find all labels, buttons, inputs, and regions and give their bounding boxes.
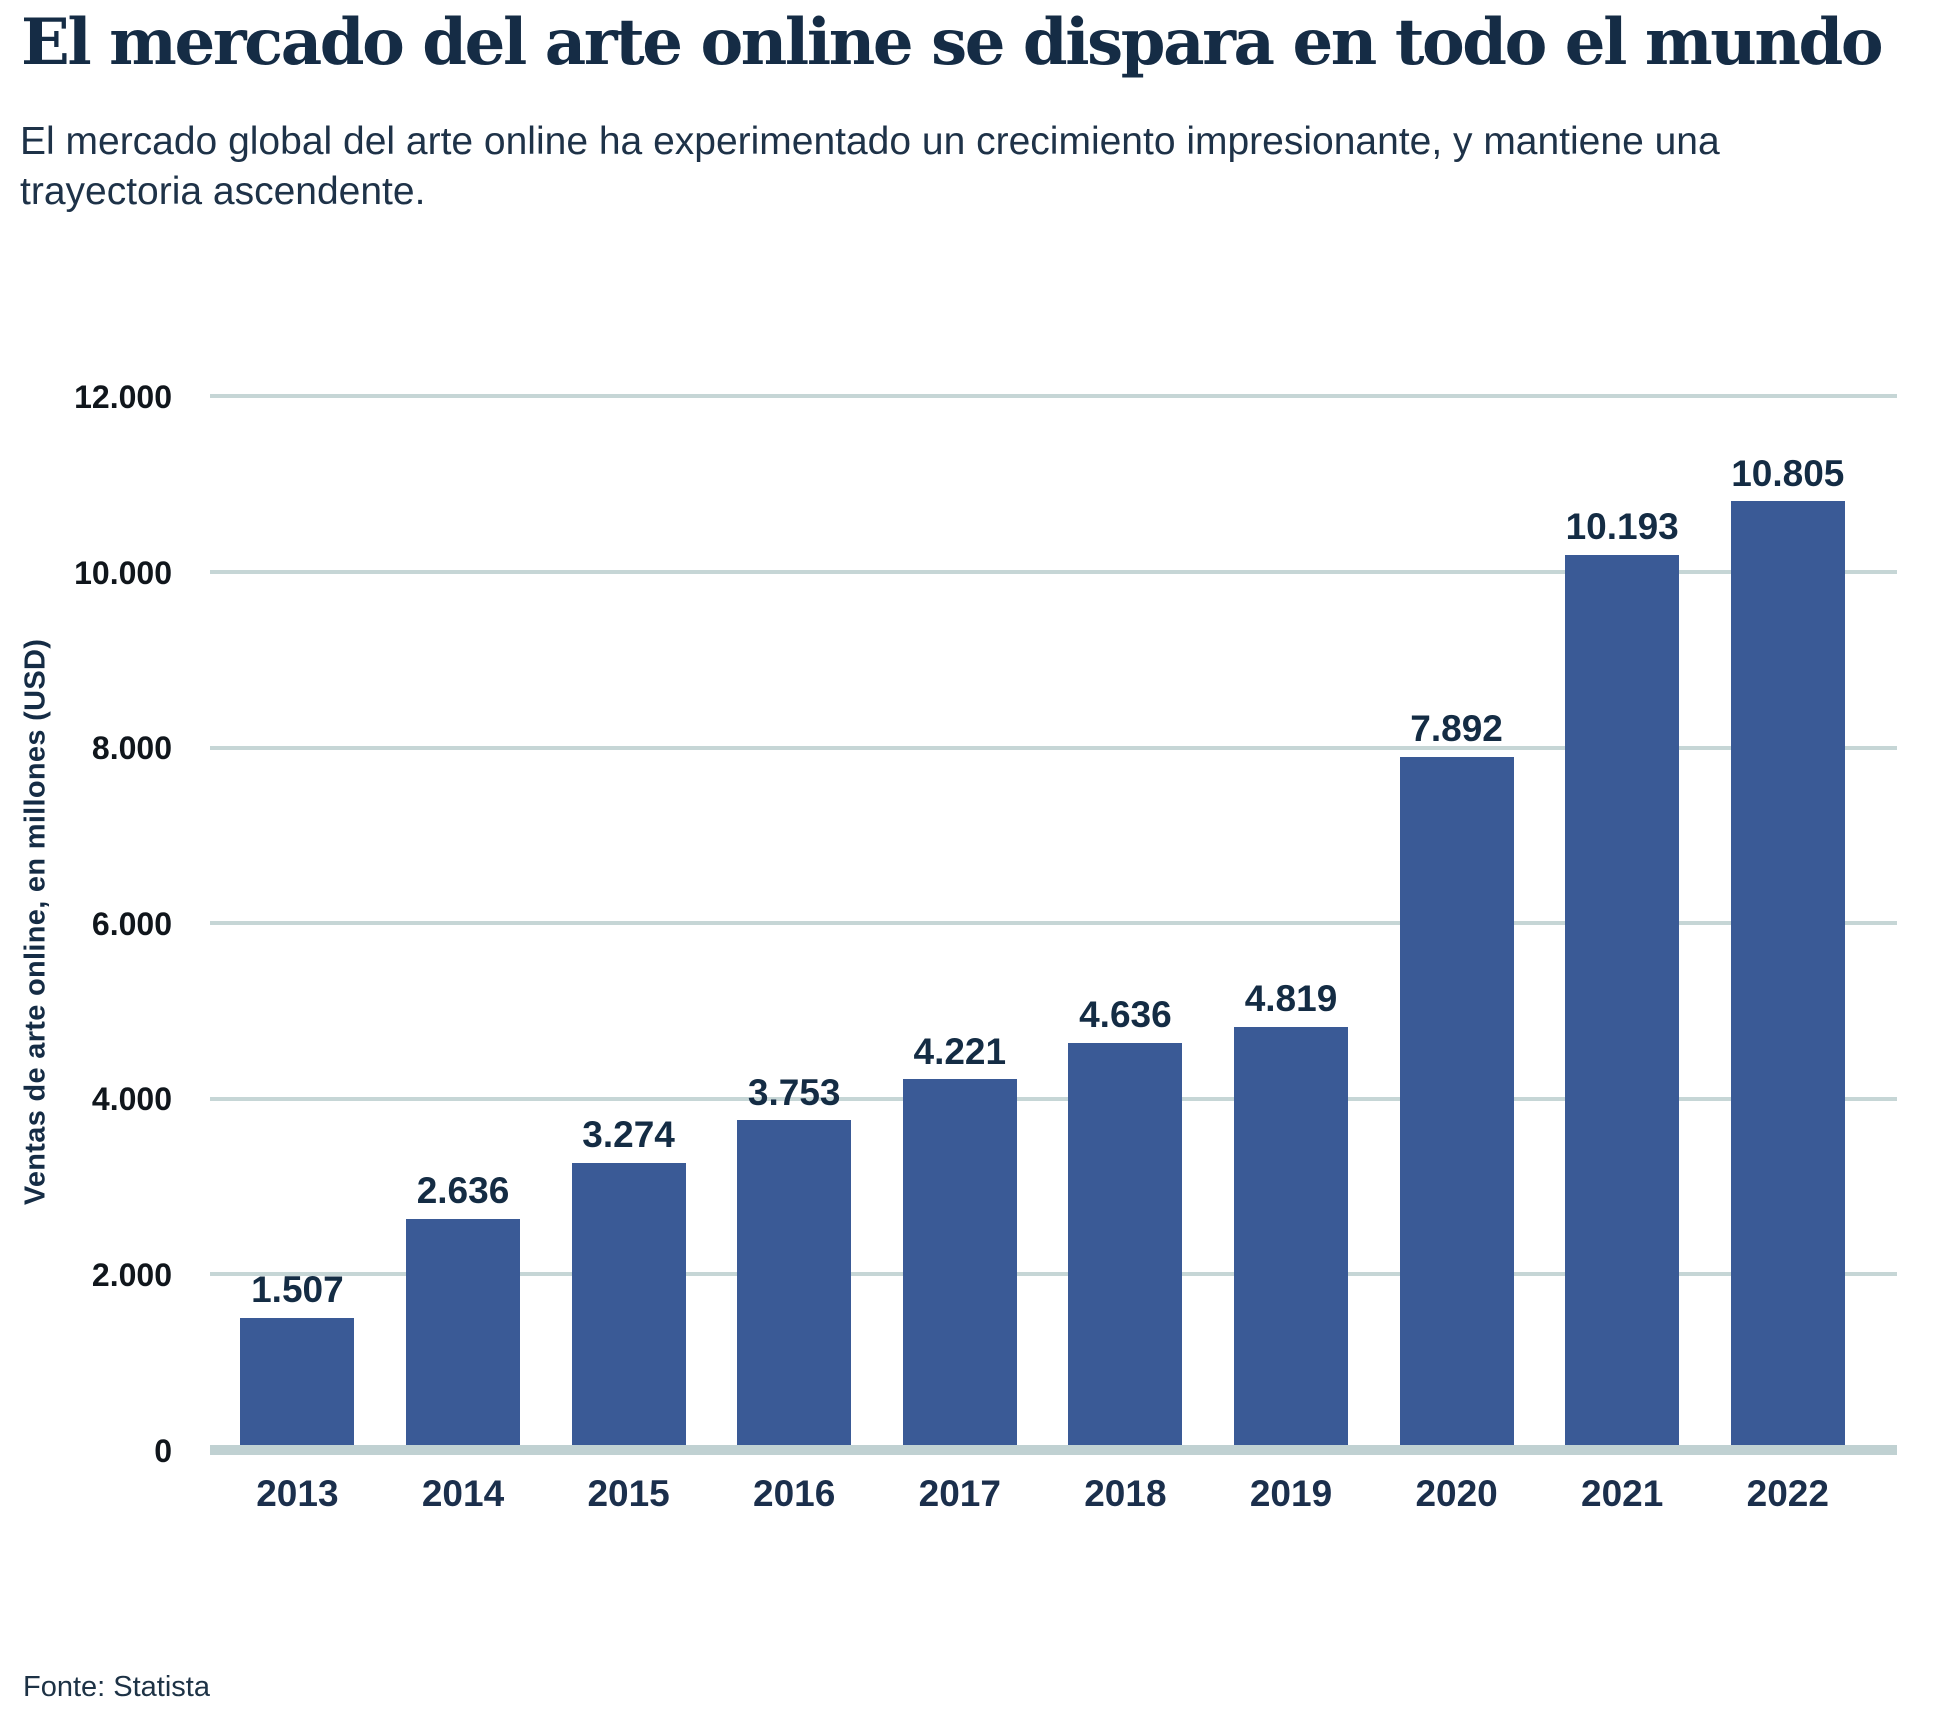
- gridline-y-4.000: [210, 1096, 1897, 1101]
- x-axis-line: [210, 1445, 1897, 1455]
- gridline-y-6.000: [210, 921, 1897, 926]
- value-label-2014: 2.636: [416, 1169, 510, 1211]
- bar-2018: [1068, 1042, 1183, 1455]
- value-label-2022: 10.805: [1731, 452, 1845, 494]
- gridline-y-2.000: [210, 1272, 1897, 1277]
- bar-2014: [406, 1218, 520, 1455]
- bar-2022: [1730, 501, 1845, 1455]
- y-tick-label: 6.000: [91, 905, 172, 942]
- bar-2021: [1565, 555, 1680, 1455]
- value-label-2020: 7.892: [1410, 708, 1503, 750]
- bar-2019: [1234, 1026, 1348, 1455]
- value-label-2015: 3.274: [582, 1113, 675, 1155]
- value-label-2018: 4.636: [1079, 994, 1172, 1036]
- y-tick-label: 4.000: [91, 1081, 172, 1118]
- bar-2017: [902, 1079, 1017, 1455]
- y-tick-label: 8.000: [91, 730, 172, 767]
- value-label-2021: 10.193: [1565, 506, 1679, 548]
- y-tick-label: 2.000: [91, 1257, 172, 1293]
- value-label-2017: 4.221: [913, 1030, 1007, 1072]
- bar-2015: [571, 1162, 686, 1455]
- value-label-2016: 3.753: [747, 1071, 841, 1113]
- x-tick-label-2019: 2019: [1249, 1472, 1333, 1514]
- x-tick-label-2016: 2016: [753, 1472, 836, 1514]
- x-tick-label-2022: 2022: [1746, 1472, 1829, 1514]
- gridline-y-12.000: [210, 394, 1897, 399]
- value-label-2013: 1.507: [251, 1268, 344, 1310]
- x-tick-label-2021: 2021: [1581, 1472, 1664, 1514]
- x-tick-label-2018: 2018: [1084, 1472, 1167, 1514]
- chart-subtitle: El mercado global del arte online ha exp…: [20, 120, 1720, 213]
- y-tick-label: 12.000: [74, 379, 172, 415]
- gridline-y-10.000: [210, 570, 1897, 574]
- value-label-2019: 4.819: [1244, 978, 1338, 1020]
- bar-2020: [1399, 757, 1514, 1455]
- x-tick-label-2015: 2015: [587, 1472, 670, 1514]
- x-tick-label-2013: 2013: [256, 1472, 339, 1514]
- y-tick-label: 10.000: [74, 554, 172, 591]
- x-tick-label-2014: 2014: [421, 1472, 505, 1514]
- x-tick-label-2017: 2017: [918, 1472, 1001, 1514]
- gridline-y-8.000: [210, 745, 1897, 750]
- chart-title: El mercado del arte online se dispara en…: [21, 5, 1884, 80]
- x-tick-label-2020: 2020: [1415, 1472, 1498, 1514]
- source-note: Fonte: Statista: [23, 1671, 210, 1703]
- bar-2013: [240, 1317, 355, 1455]
- y-tick-label: 0: [154, 1432, 172, 1469]
- bar-2016: [737, 1120, 852, 1455]
